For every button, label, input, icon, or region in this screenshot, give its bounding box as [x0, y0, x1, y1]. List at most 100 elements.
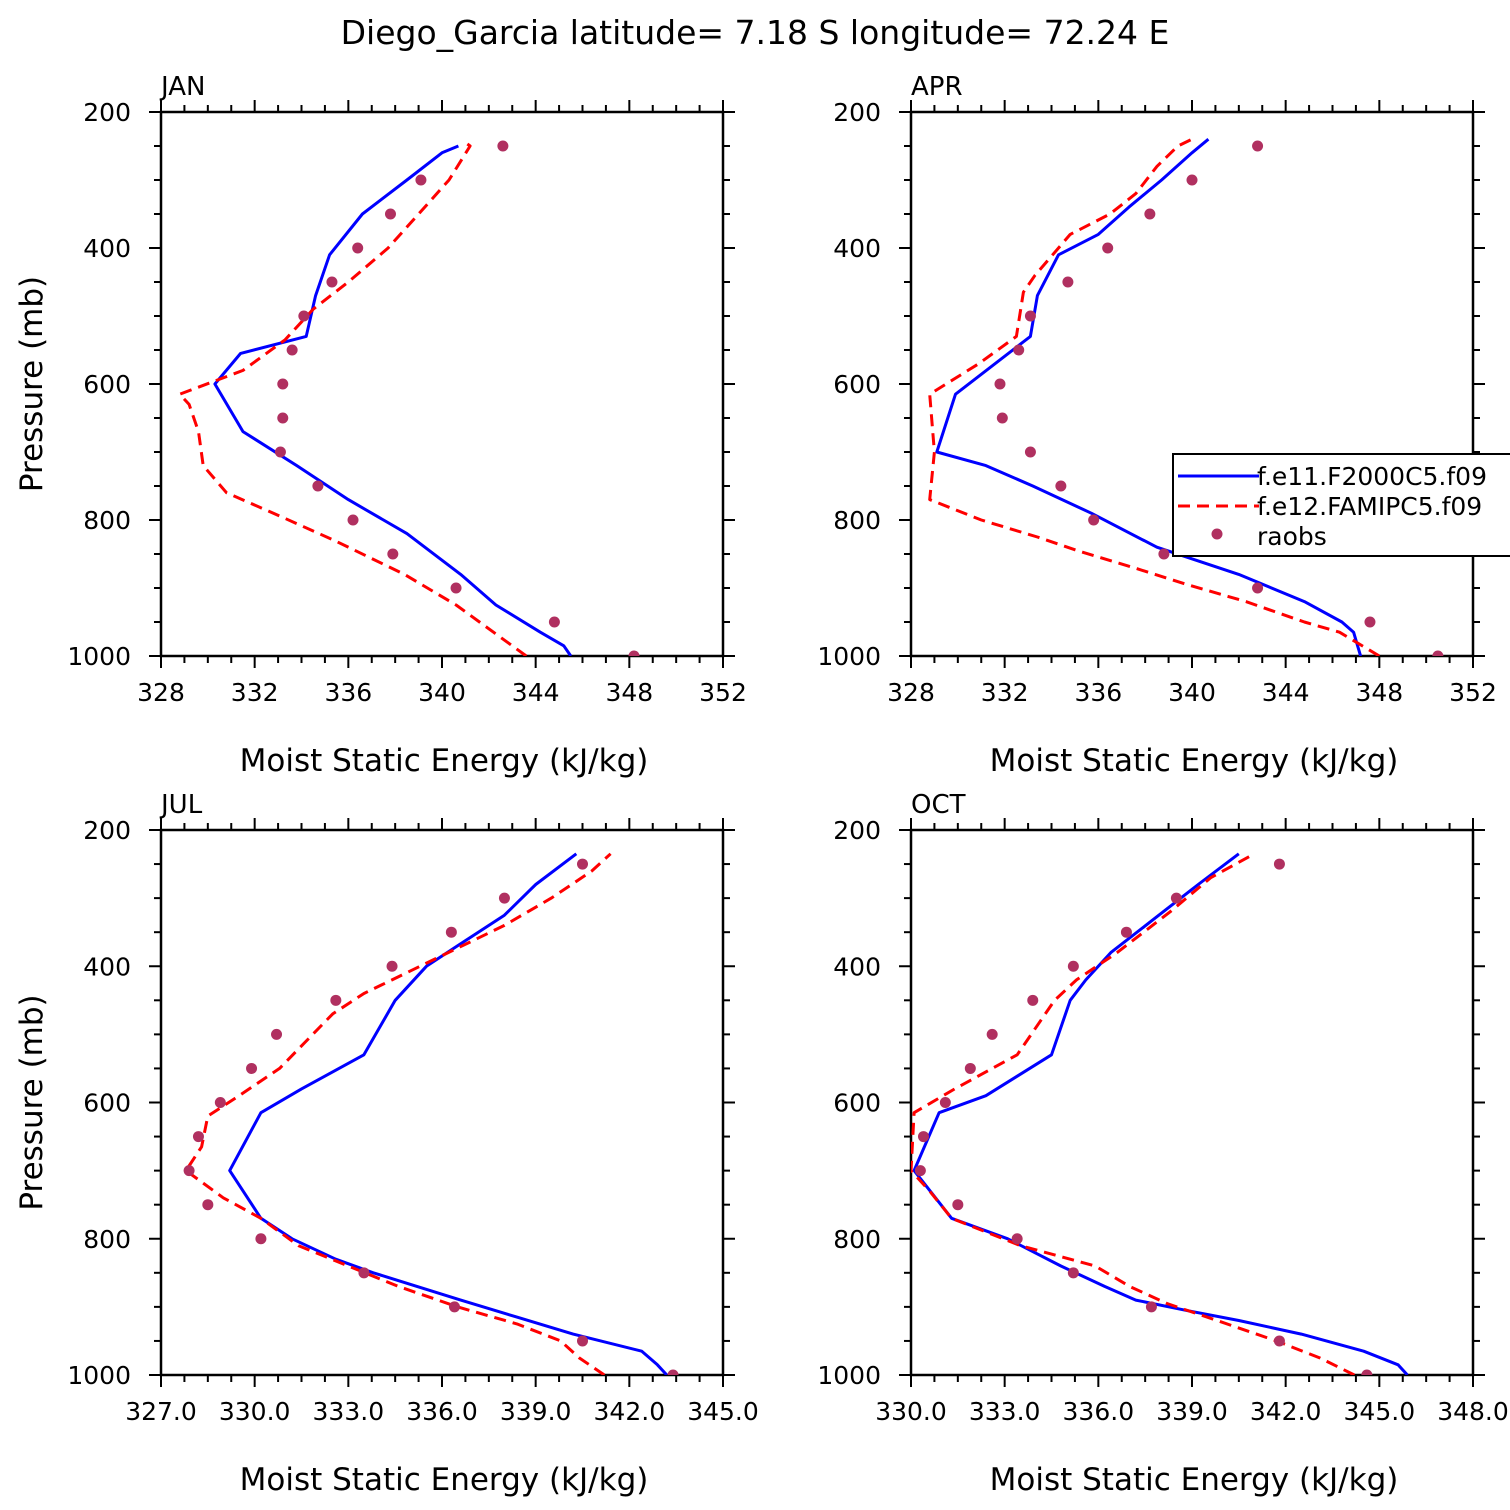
y-tick-label: 600 — [83, 370, 131, 399]
raobs-point — [994, 378, 1006, 390]
legend-box — [1172, 453, 1510, 557]
x-tick-label: 330.0 — [219, 1397, 291, 1426]
raobs-point — [450, 582, 462, 594]
y-axis-label: Pressure (mb) — [14, 276, 50, 492]
series-line-fe12 — [928, 137, 1381, 656]
x-axis-label: Moist Static Energy (kJ/kg) — [240, 1462, 649, 1498]
x-axis-label: Moist Static Energy (kJ/kg) — [990, 743, 1399, 779]
y-tick-label: 1000 — [817, 1361, 881, 1390]
raobs-point — [255, 1233, 267, 1245]
x-tick-label: 330.0 — [875, 1397, 947, 1426]
y-tick-label: 400 — [83, 952, 131, 981]
raobs-point — [628, 650, 640, 656]
panel-title: APR — [911, 72, 963, 102]
x-tick-label: 336.0 — [406, 1397, 478, 1426]
raobs-point — [1432, 650, 1444, 656]
x-tick-label: 332 — [231, 678, 279, 707]
y-tick-label: 400 — [833, 952, 881, 981]
y-tick-label: 400 — [833, 234, 881, 263]
x-tick-label: 340 — [1168, 678, 1216, 707]
raobs-point — [1170, 892, 1182, 904]
x-tick-label: 348.0 — [1437, 1397, 1509, 1426]
x-tick-label: 339.0 — [1156, 1397, 1228, 1426]
raobs-point — [577, 1335, 588, 1347]
x-tick-label: 328 — [887, 678, 935, 707]
raobs-point — [183, 1165, 195, 1177]
x-tick-label: 336 — [324, 678, 372, 707]
raobs-point — [1102, 242, 1114, 254]
series-line-fe12 — [911, 852, 1356, 1375]
raobs-point — [1158, 548, 1170, 560]
raobs-point — [1120, 926, 1132, 938]
raobs-point — [986, 1028, 998, 1040]
x-axis-label: Moist Static Energy (kJ/kg) — [990, 1462, 1399, 1498]
raobs-point — [1024, 446, 1036, 458]
raobs-point — [1067, 1267, 1079, 1279]
legend-label: f.e11.F2000C5.f09 — [1257, 462, 1487, 491]
raobs-point — [1027, 994, 1039, 1006]
raobs-point — [952, 1199, 964, 1211]
raobs-point — [202, 1199, 214, 1211]
legend-swatch-marker — [1211, 528, 1223, 540]
raobs-point — [330, 994, 342, 1006]
chart-panels: JAN 328 332 336 340 344 348 352 200 400 600 800 1000… — [14, 72, 1510, 1498]
raobs-point — [1144, 208, 1156, 220]
raobs-point — [1055, 480, 1067, 492]
raobs-point — [1273, 1335, 1285, 1347]
panel-jul: JUL 327.0 330.0 333.0 336.0 339.0 342.0 345.0 20… — [14, 790, 759, 1498]
x-tick-label: 333.0 — [969, 1397, 1041, 1426]
y-axis-label: Pressure (mb) — [14, 994, 50, 1210]
raobs-point — [498, 892, 510, 904]
y-tick-label: 1000 — [817, 642, 881, 671]
panel-title: OCT — [911, 790, 966, 820]
raobs-point — [1273, 858, 1285, 870]
raobs-point — [1011, 1233, 1023, 1245]
y-tick-label: 1000 — [67, 1361, 131, 1390]
raobs-point — [271, 1028, 283, 1040]
x-tick-label: 327.0 — [125, 1397, 197, 1426]
panel-title: JUL — [159, 790, 203, 820]
raobs-point — [192, 1131, 204, 1143]
raobs-point — [387, 548, 399, 560]
y-tick-label: 800 — [833, 506, 881, 535]
x-tick-label: 348 — [1355, 678, 1403, 707]
figure-title: Diego_Garcia latitude= 7.18 S longitude=… — [341, 13, 1170, 52]
x-tick-label: 332 — [981, 678, 1029, 707]
panel-title: JAN — [159, 72, 205, 102]
y-tick-label: 200 — [83, 98, 131, 127]
y-tick-label: 200 — [833, 98, 881, 127]
raobs-point — [1186, 174, 1198, 186]
y-tick-label: 400 — [83, 234, 131, 263]
raobs-point — [996, 412, 1008, 424]
raobs-point — [917, 1131, 929, 1143]
raobs-point — [347, 514, 359, 526]
data-layer — [928, 137, 1444, 656]
panel-oct: OCT 330.0 333.0 336.0 339.0 342.0 345.0 348.0 20… — [817, 790, 1508, 1498]
raobs-point — [667, 1369, 679, 1375]
raobs-point — [497, 140, 509, 152]
series-line-fe11 — [935, 138, 1363, 656]
plot-frame — [909, 828, 1475, 1377]
raobs-point — [274, 446, 286, 458]
x-tick-label: 342.0 — [1250, 1397, 1322, 1426]
raobs-point — [1145, 1301, 1157, 1313]
data-layer — [183, 852, 679, 1375]
y-tick-label: 200 — [833, 816, 881, 845]
raobs-point — [577, 858, 588, 870]
y-tick-label: 200 — [83, 816, 131, 845]
x-tick-label: 340 — [418, 678, 466, 707]
series-line-fe11 — [213, 144, 573, 656]
series-line-fe11 — [912, 852, 1409, 1375]
raobs-point — [445, 926, 457, 938]
raobs-point — [914, 1165, 926, 1177]
raobs-point — [1088, 514, 1100, 526]
x-tick-label: 348 — [605, 678, 653, 707]
raobs-point — [1024, 310, 1036, 322]
raobs-point — [1062, 276, 1074, 288]
y-tick-label: 600 — [833, 370, 881, 399]
series-line-fe12 — [178, 141, 528, 656]
x-tick-label: 342.0 — [594, 1397, 666, 1426]
x-tick-label: 336.0 — [1063, 1397, 1135, 1426]
data-layer — [178, 140, 640, 656]
